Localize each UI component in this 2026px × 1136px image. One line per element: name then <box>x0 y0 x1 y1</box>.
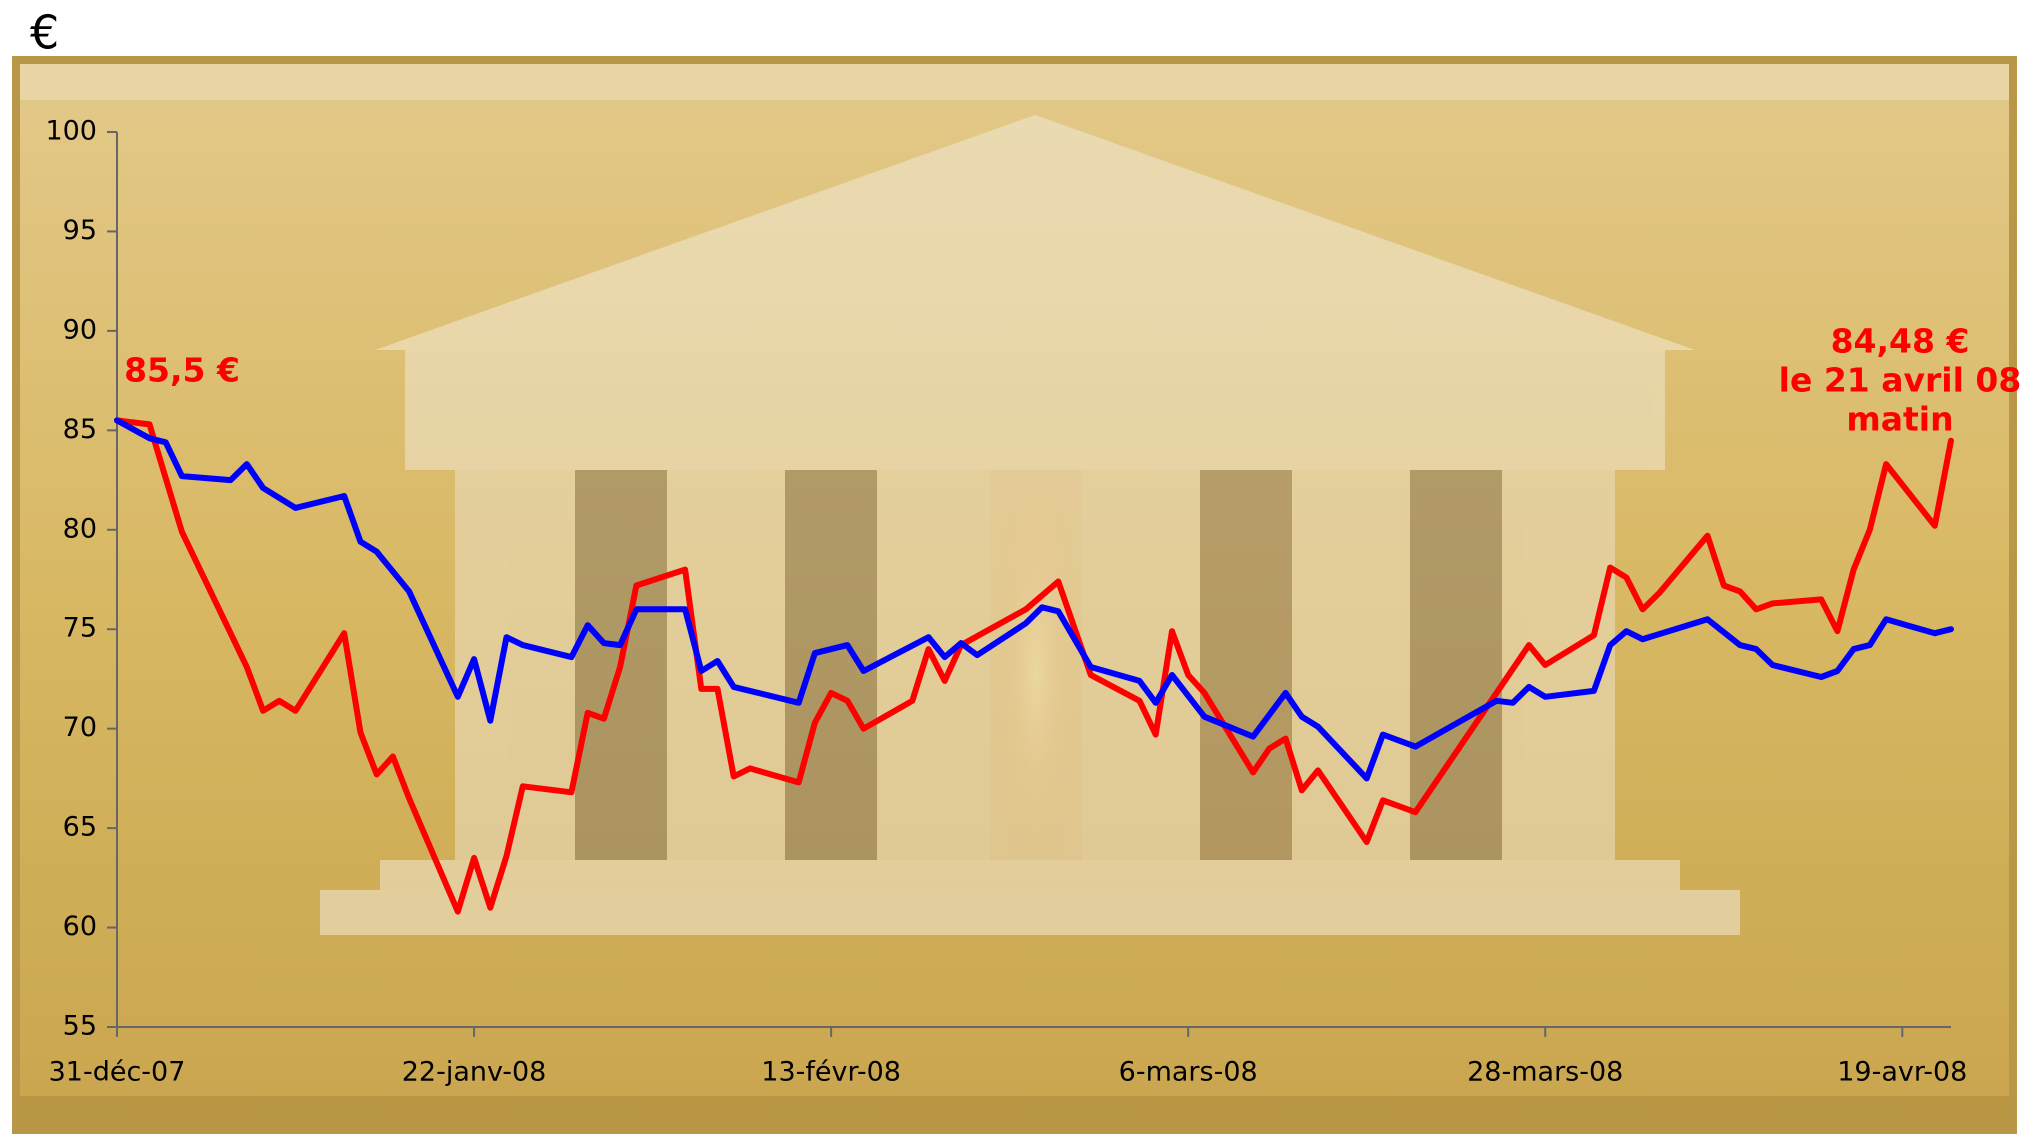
y-tick-label: 95 <box>63 215 97 246</box>
y-tick-label: 75 <box>63 613 97 644</box>
annotation: 84,48 € <box>1831 322 1970 361</box>
y-tick-label: 65 <box>63 812 97 843</box>
x-tick-label: 31-déc-07 <box>49 1057 186 1088</box>
annotation: le 21 avril 08 <box>1779 361 2022 400</box>
y-tick-label: 90 <box>63 314 97 345</box>
x-tick-label: 22-janv-08 <box>402 1057 547 1088</box>
y-tick-label: 80 <box>63 513 97 544</box>
chart: € 55 60 65 70 75 80 85 90 95 100 31-déc-07 22-janv-… <box>0 0 2026 1136</box>
annotation: 85,5 € <box>124 351 240 390</box>
x-tick-label: 13-févr-08 <box>761 1057 901 1088</box>
y-tick-label: 100 <box>45 116 97 147</box>
y-tick-label: 70 <box>63 712 97 743</box>
y-tick-label: 60 <box>63 911 97 942</box>
x-tick-label: 28-mars-08 <box>1467 1057 1623 1088</box>
x-tick-label: 19-avr-08 <box>1837 1057 1967 1088</box>
y-tick-label: 85 <box>63 414 97 445</box>
y-unit-label: € <box>30 6 59 60</box>
y-tick-label: 55 <box>63 1011 97 1042</box>
x-tick-label: 6-mars-08 <box>1119 1057 1258 1088</box>
annotation: matin <box>1846 400 1953 439</box>
